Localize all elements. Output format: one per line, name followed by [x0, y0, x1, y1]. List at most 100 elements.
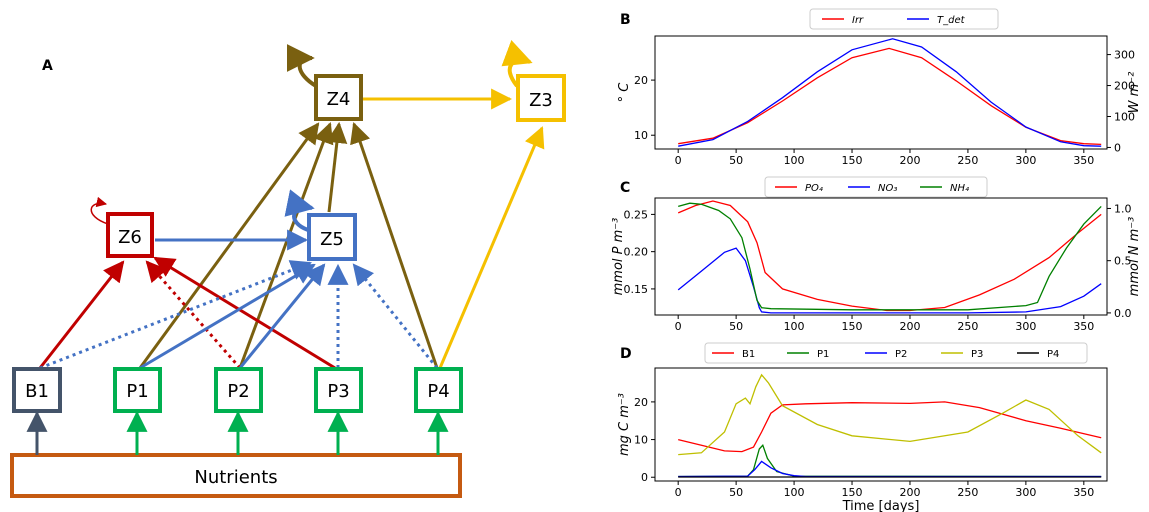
svg-text:P1: P1	[126, 381, 148, 402]
self-loops	[90, 40, 533, 232]
chart-panel-c: C 0 50 100 150 200 250 300 350 0.15 0.20 0.25 0.0 0.5…	[611, 176, 1142, 333]
legend-label: B1	[742, 349, 755, 360]
node-z4: Z4	[314, 74, 363, 121]
svg-text:P4: P4	[427, 381, 449, 402]
legend-label: P4	[1047, 349, 1059, 360]
legend-box	[809, 8, 999, 30]
svg-text:P2: P2	[227, 381, 249, 402]
x-tick-label: 0	[675, 320, 682, 333]
arrows-to-z4	[138, 121, 439, 369]
y-tick-label: 0	[641, 471, 648, 484]
plot-frame	[654, 367, 1108, 482]
panel-b-letter: B	[620, 12, 631, 28]
panel-d-letter: D	[620, 346, 632, 362]
node-z5: Z5	[307, 213, 357, 261]
x-tick-label: 150	[842, 154, 863, 167]
x-tick-label: 150	[842, 486, 863, 499]
plot-frame	[654, 35, 1108, 150]
y-right-tick-label: 300	[1114, 49, 1135, 62]
legend-label: P1	[817, 349, 829, 360]
x-tick-label: 100	[784, 154, 805, 167]
x-tick-label: 300	[1015, 154, 1036, 167]
y-tick-label: 0.25	[624, 208, 649, 221]
series-line-p2	[678, 460, 1102, 478]
node-b1: B1	[12, 367, 62, 413]
x-tick-label: 250	[957, 154, 978, 167]
series-line-tdet	[678, 38, 1102, 147]
y-right-tick-label: 0.0	[1114, 307, 1132, 320]
x-tick-label: 0	[675, 486, 682, 499]
node-z6: Z6	[106, 212, 154, 258]
z4-self-loop	[286, 44, 318, 88]
x-axis-label: Time [days]	[842, 499, 920, 512]
y-axis-label: ° C	[617, 82, 632, 103]
arrow-p4-z4	[350, 122, 439, 369]
legend-box	[764, 176, 988, 198]
x-tick-label: 200	[899, 320, 920, 333]
y-right-axis-label: mmol N m⁻³	[1127, 217, 1142, 297]
x-tick-label: 50	[729, 486, 743, 499]
series-line-po	[677, 200, 1102, 312]
series-line-p1	[678, 443, 1102, 478]
x-tick-label: 200	[899, 154, 920, 167]
x-tick-label: 150	[842, 320, 863, 333]
arrow-p2-z4	[238, 122, 334, 369]
y-tick-label: 20	[634, 396, 648, 409]
legend-label: PO₄	[805, 183, 823, 194]
arrows-to-z6	[38, 256, 336, 370]
x-tick-label: 300	[1015, 486, 1036, 499]
panel-a-letter: A	[42, 58, 53, 74]
y-right-tick-label: 0.5	[1114, 255, 1132, 268]
x-tick-label: 300	[1015, 320, 1036, 333]
y-axis-label: mmol P m⁻³	[611, 218, 626, 296]
panel-c-letter: C	[620, 180, 630, 196]
y-tick-label: 20	[634, 74, 648, 87]
series-line-b1	[678, 401, 1102, 453]
nutrients-label: Nutrients	[194, 467, 277, 488]
plot-frame	[654, 197, 1108, 316]
arrow-p3-z6	[153, 256, 336, 370]
svg-text:Z4: Z4	[327, 89, 351, 110]
legend-label: NO₃	[878, 183, 897, 194]
node-p2: P2	[214, 367, 263, 413]
x-tick-label: 250	[957, 320, 978, 333]
y-tick-label: 0.15	[624, 283, 649, 296]
x-tick-label: 350	[1073, 320, 1094, 333]
svg-text:Z3: Z3	[529, 90, 553, 111]
legend-label: Irr	[852, 15, 864, 26]
x-tick-label: 50	[729, 320, 743, 333]
arrows-to-z5	[39, 229, 439, 370]
legend: Irr T_det	[809, 8, 999, 30]
arrow-p2-z6	[145, 260, 242, 369]
x-tick-label: 350	[1073, 154, 1094, 167]
y-right-tick-label: 0	[1114, 141, 1121, 154]
svg-text:Z5: Z5	[320, 229, 344, 250]
arrow-p1-z4	[138, 122, 320, 369]
legend-label: T_det	[937, 15, 966, 26]
y-right-axis-label: W m⁻²	[1127, 72, 1142, 114]
x-tick-label: 200	[899, 486, 920, 499]
node-z3: Z3	[516, 74, 566, 122]
node-p4: P4	[414, 367, 463, 413]
legend: B1 P1 P2 P3 P4	[704, 342, 1088, 364]
y-tick-label: 0.20	[624, 246, 649, 259]
node-p1: P1	[113, 367, 162, 413]
food-web-diagram: A Nutrients	[10, 40, 566, 498]
x-tick-label: 250	[957, 486, 978, 499]
legend-label: NH₄	[950, 183, 969, 194]
arrows-to-z3	[362, 88, 545, 369]
z6-self-loop	[90, 196, 109, 225]
x-tick-label: 0	[675, 154, 682, 167]
arrow-z5-z4	[326, 121, 348, 213]
y-right-tick-label: 1.0	[1114, 202, 1132, 215]
arrow-p4-z3	[438, 126, 545, 369]
legend-box	[704, 342, 1088, 364]
series-line-nh	[678, 202, 1102, 311]
x-tick-label: 50	[729, 154, 743, 167]
y-right-tick-label: 200	[1114, 80, 1135, 93]
x-tick-label: 100	[784, 486, 805, 499]
arrow-p4-z5	[352, 263, 439, 369]
